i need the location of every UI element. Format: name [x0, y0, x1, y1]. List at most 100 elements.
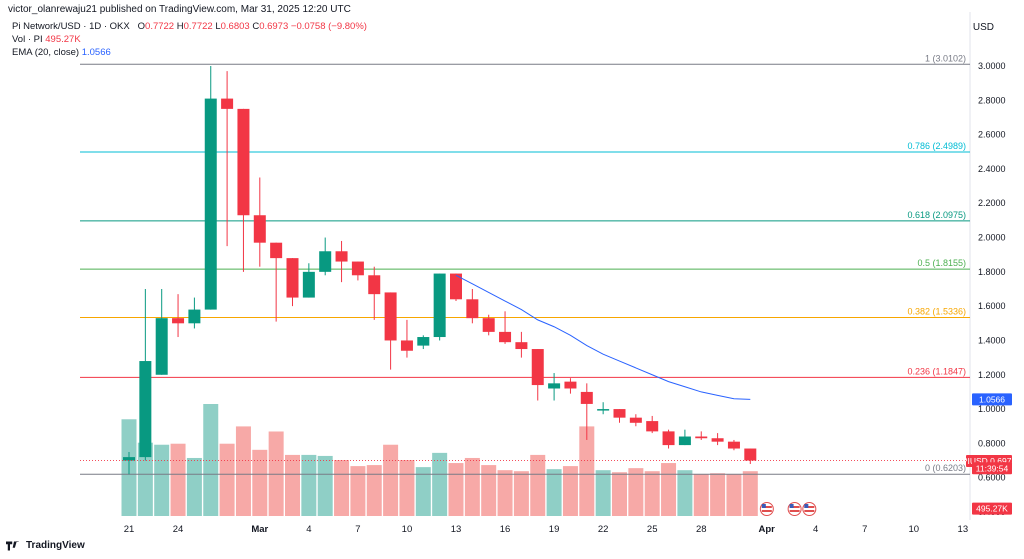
x-tick-label-7: 16: [500, 524, 511, 535]
x-tick-label-15: 10: [909, 524, 920, 535]
x-tick-label-0: 21: [124, 524, 135, 535]
volume-bar-10: [285, 454, 300, 516]
volume-bar-3: [170, 443, 186, 516]
volume-bar-30: [612, 472, 627, 516]
volume-bar-5: [203, 404, 219, 516]
volume-bar-34: [677, 470, 693, 516]
candle-body-5: [204, 98, 217, 310]
x-tick-label-12: Apr: [758, 524, 775, 535]
ema-value: 1.0566: [81, 47, 111, 58]
volume-bar-24: [513, 471, 529, 516]
candle-body-37: [727, 441, 740, 449]
x-tick-label-13: 4: [813, 524, 818, 535]
y-tick-label-12: 2.8000: [978, 95, 1006, 105]
x-tick-label-3: 4: [306, 524, 311, 535]
symbol-label[interactable]: Pi Network/USD · 1D · OKX: [12, 21, 130, 32]
close-value: 0.6973: [259, 21, 289, 32]
tradingview-logo-icon: [6, 540, 19, 550]
close-label: C: [252, 21, 260, 32]
candle-body-29: [597, 409, 610, 411]
x-tick-label-16: 13: [958, 524, 969, 535]
price-tag-bg-0: [972, 393, 1012, 406]
candle-body-36: [711, 438, 724, 442]
us-flag-canton-1: [789, 504, 794, 508]
candle-body-18: [417, 337, 430, 346]
candle-body-11: [302, 271, 315, 298]
volume-label[interactable]: Vol · PI: [12, 34, 43, 45]
y-tick-label-2: 0.8000: [978, 438, 1006, 448]
volume-bar-21: [464, 457, 480, 516]
price-tag-bg-3: [972, 502, 1012, 515]
fib-label-2: 0.618 (2.0975): [907, 210, 966, 220]
volume-bar-20: [448, 463, 464, 516]
volume-bar-33: [661, 463, 677, 516]
volume-bar-22: [481, 465, 497, 516]
candle-body-14: [351, 261, 364, 276]
volume-bar-13: [334, 460, 350, 516]
tradingview-brand: TradingView: [26, 540, 85, 551]
low-value: 0.6803: [220, 21, 250, 32]
x-tick-label-6: 13: [451, 524, 462, 535]
volume-bar-38: [742, 471, 758, 516]
open-value: 0.7722: [145, 21, 175, 32]
candle-body-2: [155, 318, 168, 375]
candle-body-12: [319, 251, 332, 272]
us-flag-stripe-a-1: [789, 506, 800, 508]
y-tick-label-5: 1.4000: [978, 335, 1006, 345]
high-value: 0.7722: [183, 21, 213, 32]
y-tick-label-3: 1.0000: [978, 404, 1006, 414]
price-tag-1: PIUSD 0.6973: [962, 456, 1017, 466]
candle-body-27: [564, 381, 577, 389]
candle-body-17: [400, 340, 413, 351]
us-flag-canton-0: [761, 504, 766, 508]
volume-bar-15: [366, 465, 382, 516]
candle-body-22: [482, 318, 495, 332]
candle-body-23: [499, 331, 512, 343]
us-flag-stripe-b-2: [804, 510, 815, 512]
volume-bar-18: [415, 467, 431, 516]
volume-bar-37: [726, 474, 742, 516]
x-tick-label-8: 19: [549, 524, 560, 535]
volume-bar-12: [317, 455, 333, 516]
candle-body-20: [450, 273, 462, 300]
candle-body-4: [188, 309, 201, 324]
volume-bar-23: [497, 470, 513, 516]
candle-body-7: [237, 108, 250, 216]
candle-body-30: [613, 409, 626, 418]
y-tick-label-6: 1.6000: [978, 301, 1006, 311]
y-tick-label-11: 2.6000: [978, 130, 1006, 140]
volume-bar-27: [562, 466, 578, 516]
y-tick-label-4: 1.2000: [978, 370, 1006, 380]
volume-value: 495.27K: [45, 34, 81, 45]
candle-body-9: [270, 242, 283, 259]
candle-body-19: [433, 273, 446, 338]
currency-label[interactable]: USD: [972, 22, 994, 33]
y-tick-label-1: 0.6000: [978, 473, 1006, 483]
fib-label-5: 0.236 (1.1847): [907, 366, 966, 376]
volume-bar-35: [693, 474, 709, 516]
y-tick-label-10: 2.4000: [978, 164, 1006, 174]
ema-label[interactable]: EMA (20, close): [12, 47, 80, 58]
volume-bar-16: [383, 444, 399, 516]
fib-label-6: 0 (0.6203): [925, 463, 966, 473]
chart-legend: Pi Network/USD · 1D · OKX O0.7722 H0.772…: [12, 20, 367, 59]
volume-bar-8: [252, 449, 268, 516]
y-tick-label-7: 1.8000: [978, 267, 1006, 277]
candle-body-0: [123, 457, 135, 461]
candle-body-8: [253, 215, 266, 243]
fib-label-0: 1 (3.0102): [925, 53, 966, 63]
price-tag-2: 11:39:54: [976, 463, 1009, 473]
volume-bar-1: [137, 442, 153, 516]
candle-body-1: [139, 361, 152, 458]
high-label: H: [176, 21, 184, 32]
us-flag-stripe-b-1: [789, 510, 800, 512]
x-tick-label-2: Mar: [251, 524, 268, 535]
x-tick-label-5: 10: [402, 524, 413, 535]
volume-bar-17: [399, 460, 415, 516]
candle-body-35: [695, 436, 708, 439]
candle-body-6: [221, 98, 234, 109]
volume-bar-32: [644, 471, 660, 516]
price-tag-0: 1.0566: [979, 394, 1005, 404]
candle-body-15: [368, 275, 381, 295]
